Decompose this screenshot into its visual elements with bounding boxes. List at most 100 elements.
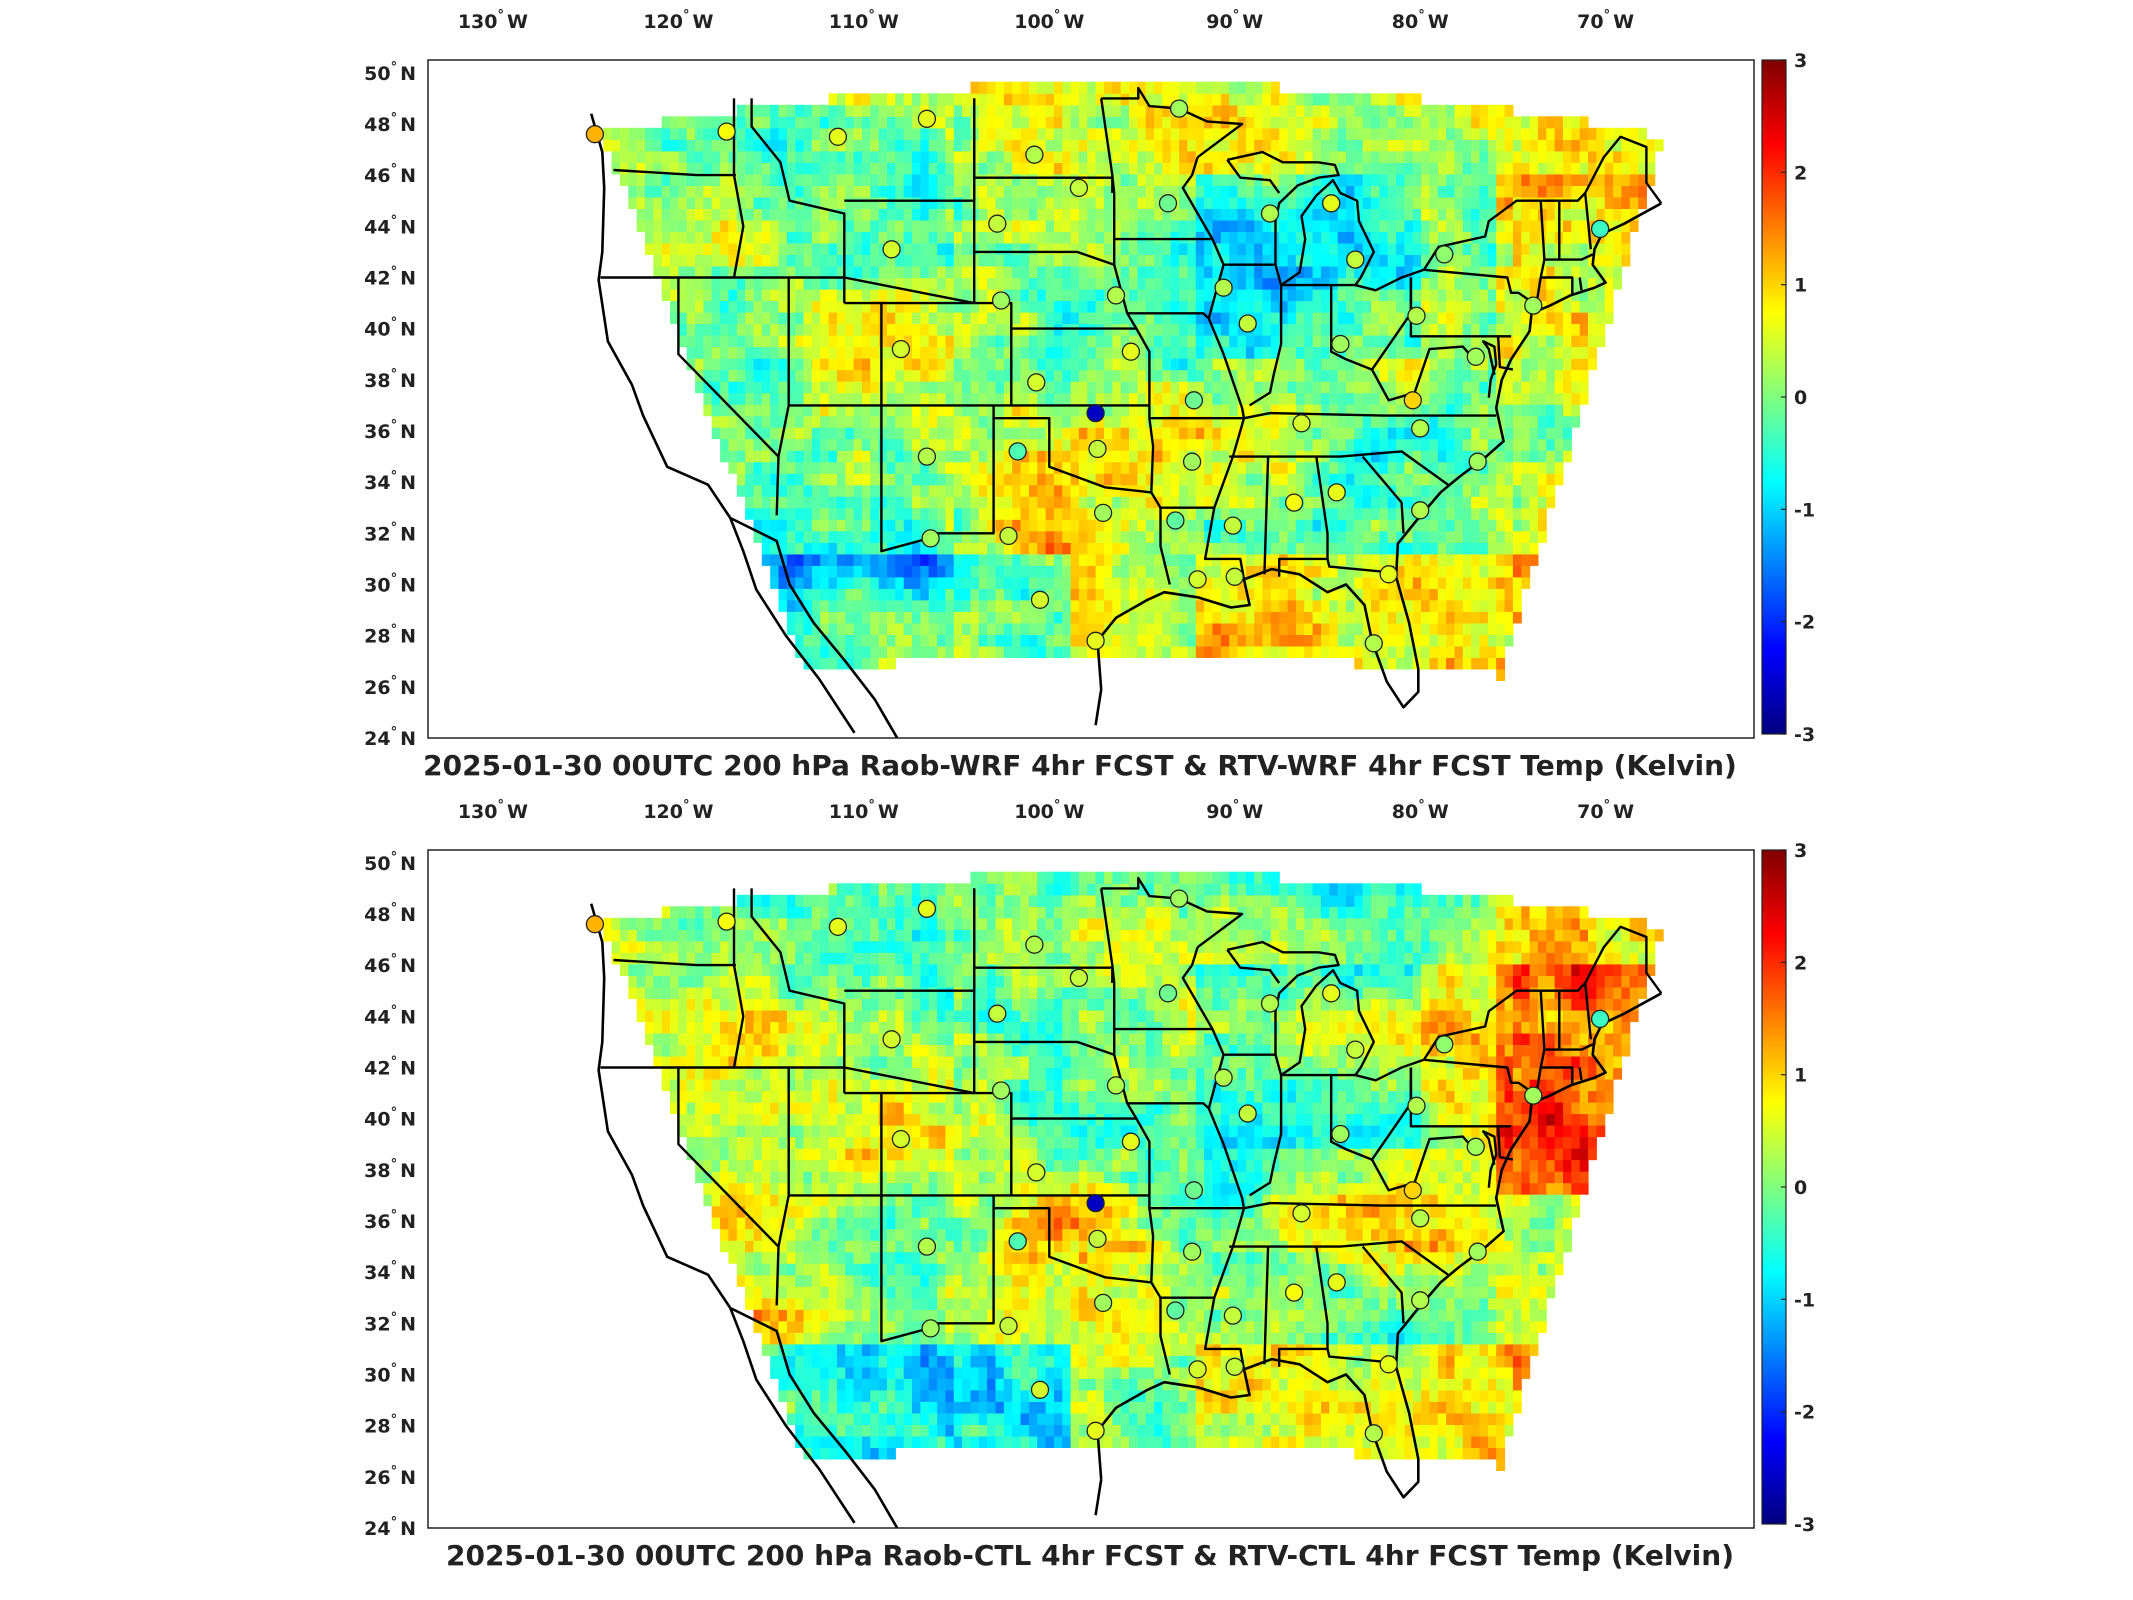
longitude-axis: 130° W 120° W 110° W 100° W 90° W 80° W 70° W xyxy=(458,8,1634,33)
state-boundary xyxy=(974,1040,1115,1056)
station-marker xyxy=(891,339,911,359)
temperature-difference-field xyxy=(603,871,1664,1471)
state-boundary xyxy=(750,888,846,1094)
station-marker xyxy=(1121,342,1141,361)
raob-stations xyxy=(585,99,1610,653)
station-marker xyxy=(1346,1040,1365,1059)
lat-tick-label: 48° N xyxy=(364,901,416,926)
state-boundary xyxy=(1584,982,1592,1040)
lat-tick-label: 26° N xyxy=(364,674,416,699)
state-boundary xyxy=(880,1093,930,1343)
station-marker xyxy=(1025,145,1044,164)
colorbar-tick-label: 2 xyxy=(1794,162,1807,184)
map-frame xyxy=(427,59,1755,739)
station-marker xyxy=(988,214,1007,233)
station-marker xyxy=(1238,1104,1257,1123)
station-marker xyxy=(1407,1096,1426,1115)
colorbar-tick-label: 1 xyxy=(1794,1065,1807,1087)
station-marker xyxy=(1106,1076,1126,1095)
state-boundary xyxy=(1127,312,1210,320)
state-boundary xyxy=(993,417,1152,494)
state-boundary xyxy=(1229,450,1449,486)
state-boundary xyxy=(974,250,1115,266)
lat-tick-label: 30° N xyxy=(364,572,416,597)
station-marker xyxy=(991,1081,1011,1100)
lon-tick-label: 100° W xyxy=(1014,798,1084,823)
station-marker xyxy=(1524,296,1543,315)
state-boundary xyxy=(1540,1066,1574,1086)
state-boundary xyxy=(732,888,745,1068)
raob-stations xyxy=(585,889,1610,1443)
lat-tick-label: 46° N xyxy=(364,952,416,977)
colorbar-tick-label: 2 xyxy=(1794,952,1807,974)
state-boundary xyxy=(1540,276,1574,296)
station-marker xyxy=(882,240,901,259)
station-marker xyxy=(1225,567,1244,586)
station-marker xyxy=(1284,1283,1304,1302)
station-marker xyxy=(1346,250,1365,269)
lat-tick-label: 44° N xyxy=(364,1003,416,1028)
lon-tick-label: 120° W xyxy=(643,798,713,823)
station-marker xyxy=(1327,483,1346,502)
state-boundary xyxy=(1181,156,1246,580)
station-marker xyxy=(917,1237,937,1256)
station-marker xyxy=(1166,1301,1185,1320)
lon-tick-label: 110° W xyxy=(829,8,899,33)
state-boundary xyxy=(880,303,930,553)
state-boundary xyxy=(1263,1246,1270,1365)
state-boundary xyxy=(926,1195,995,1325)
station-marker xyxy=(1466,347,1485,366)
coastline xyxy=(729,1307,856,1524)
station-marker xyxy=(917,899,937,918)
longitude-axis: 130° W 120° W 110° W 100° W 90° W 80° W 70° W xyxy=(458,798,1634,823)
state-boundary xyxy=(1482,340,1498,398)
station-marker xyxy=(1364,634,1383,653)
station-marker xyxy=(828,127,848,146)
station-marker xyxy=(917,109,937,128)
station-marker xyxy=(917,447,937,466)
station-marker xyxy=(1260,204,1280,223)
state-boundary xyxy=(1229,1240,1449,1276)
colorbar: 3 2 1 0 -1 -2 -3 xyxy=(1761,50,1815,746)
map-panel-bottom: 130° W 120° W 110° W 100° W 90° W 80° W 70° W 50° N 48°… xyxy=(364,798,1815,1572)
lon-tick-label: 130° W xyxy=(458,8,528,33)
colorbar-tick-label: 0 xyxy=(1794,387,1807,409)
map-panel-top: 130° W 120° W 110° W 100° W 90° W 80° W 70° W 50° N 48°… xyxy=(364,8,1815,782)
colorbar-tick-label: -3 xyxy=(1794,1514,1815,1536)
station-marker xyxy=(1106,286,1126,305)
station-marker xyxy=(1158,984,1178,1003)
lon-tick-label: 90° W xyxy=(1206,798,1263,823)
panel-title: 2025-01-30 00UTC 200 hPa Raob-WRF 4hr FC… xyxy=(423,749,1737,782)
lat-tick-label: 38° N xyxy=(364,1157,416,1182)
lat-tick-label: 32° N xyxy=(364,520,416,545)
state-boundary xyxy=(1544,1043,1594,1051)
state-boundary xyxy=(1540,135,1663,205)
lat-tick-label: 42° N xyxy=(364,265,416,290)
station-marker xyxy=(1379,565,1398,584)
state-boundary xyxy=(677,277,780,458)
lon-tick-label: 130° W xyxy=(458,798,528,823)
state-boundary xyxy=(1243,411,1497,420)
state-boundary xyxy=(1243,1201,1497,1210)
station-marker xyxy=(1188,570,1207,589)
station-marker xyxy=(1411,419,1430,438)
station-marker xyxy=(717,122,736,141)
station-marker xyxy=(1030,1380,1050,1399)
coastline xyxy=(1094,689,1103,726)
station-marker xyxy=(1468,452,1487,471)
state-boundary xyxy=(1370,1135,1475,1192)
lon-tick-label: 110° W xyxy=(829,798,899,823)
lat-tick-label: 34° N xyxy=(364,1259,416,1284)
lat-tick-label: 36° N xyxy=(364,1208,416,1233)
state-boundary xyxy=(993,1207,1152,1284)
station-marker xyxy=(1260,994,1280,1013)
station-marker xyxy=(999,1316,1018,1336)
station-marker xyxy=(1411,1291,1430,1310)
station-marker xyxy=(1292,414,1311,433)
station-marker xyxy=(1086,1193,1105,1213)
lon-tick-label: 90° W xyxy=(1206,8,1263,33)
station-marker xyxy=(1435,245,1454,264)
station-marker xyxy=(1182,452,1202,471)
panel-title: 2025-01-30 00UTC 200 hPa Raob-CTL 4hr FC… xyxy=(446,1539,1734,1572)
station-marker xyxy=(585,125,605,144)
